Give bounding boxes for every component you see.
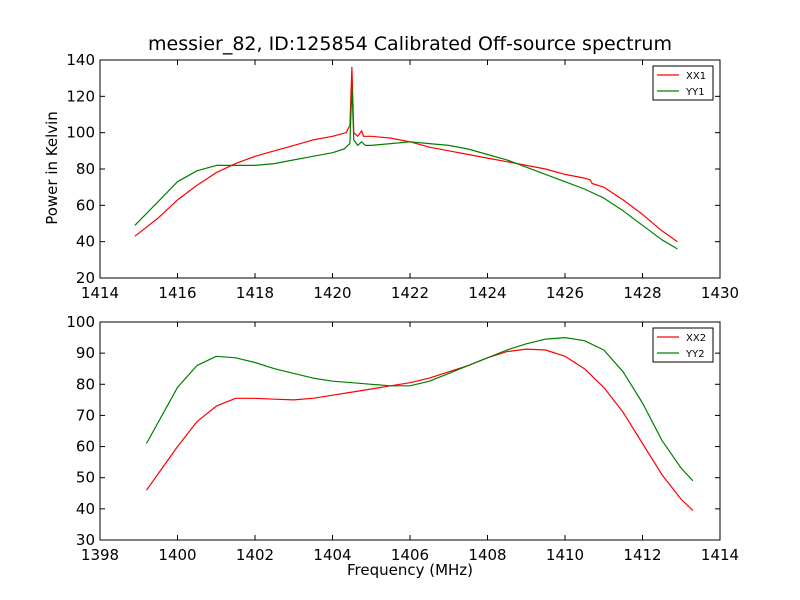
series-line-yy1: [134, 86, 678, 250]
plot-panel-2: 1398 1400 1402 1404 1406 1408 1410 1412 1414 30 40…: [66, 313, 739, 564]
y-tick-label: 40: [76, 500, 95, 518]
y-tick-label: 80: [76, 375, 95, 393]
x-tick-label: 1416: [158, 284, 196, 302]
series-line-xx1: [134, 66, 678, 243]
x-tick-label: 1404: [313, 546, 351, 564]
x-tick-label: 1406: [391, 546, 429, 564]
x-tick-label: 1418: [236, 284, 274, 302]
y-tick-label: 30: [76, 531, 95, 549]
x-tick-label: 1398: [81, 546, 119, 564]
legend-label-xx1: XX1: [686, 71, 706, 82]
x-tick-label: 1428: [623, 284, 661, 302]
y-axis-label: Power in Kelvin: [43, 111, 61, 225]
y-tick-label: 120: [66, 87, 95, 105]
y-tick-label: 50: [76, 469, 95, 487]
y-tick-label: 70: [76, 406, 95, 424]
x-tick-label: 1412: [623, 546, 661, 564]
x-tick-label: 1420: [313, 284, 351, 302]
x-tick-label: 1426: [546, 284, 584, 302]
axes-frame: [99, 321, 721, 541]
series-line-xx2: [146, 348, 694, 511]
y-tick-label: 100: [66, 124, 95, 142]
x-tick-label: 1400: [158, 546, 196, 564]
legend-label-yy2: YY2: [685, 349, 705, 360]
legend-box: [652, 65, 714, 101]
legend-label-xx2: XX2: [686, 333, 706, 344]
series-line-yy2: [145, 337, 694, 482]
y-tick-label: 60: [76, 196, 95, 214]
y-tick-label: 90: [76, 344, 95, 362]
x-tick-label: 1410: [546, 546, 584, 564]
legend-label-yy1: YY1: [685, 87, 705, 98]
x-tick-label: 1424: [468, 284, 506, 302]
plot-panel-1: 1414 1416 1418 1420 1422 1424 1426 1428 1430 20 40…: [66, 51, 739, 302]
x-tick-label: 1402: [236, 546, 274, 564]
x-tick-label: 1422: [391, 284, 429, 302]
y-tick-label: 100: [66, 313, 95, 331]
axes-frame: [99, 59, 721, 279]
x-tick-label: 1430: [701, 284, 739, 302]
x-axis-label: Frequency (MHz): [346, 561, 474, 579]
x-tick-label: 1414: [701, 546, 739, 564]
legend-box: [652, 327, 714, 363]
y-tick-label: 20: [76, 269, 95, 287]
y-tick-label: 40: [76, 233, 95, 251]
x-tick-label: 1414: [81, 284, 119, 302]
y-tick-label: 80: [76, 160, 95, 178]
y-tick-label: 60: [76, 438, 95, 456]
y-tick-label: 140: [66, 51, 95, 69]
x-tick-label: 1408: [468, 546, 506, 564]
chart-title: messier_82, ID:125854 Calibrated Off-sou…: [148, 33, 672, 55]
